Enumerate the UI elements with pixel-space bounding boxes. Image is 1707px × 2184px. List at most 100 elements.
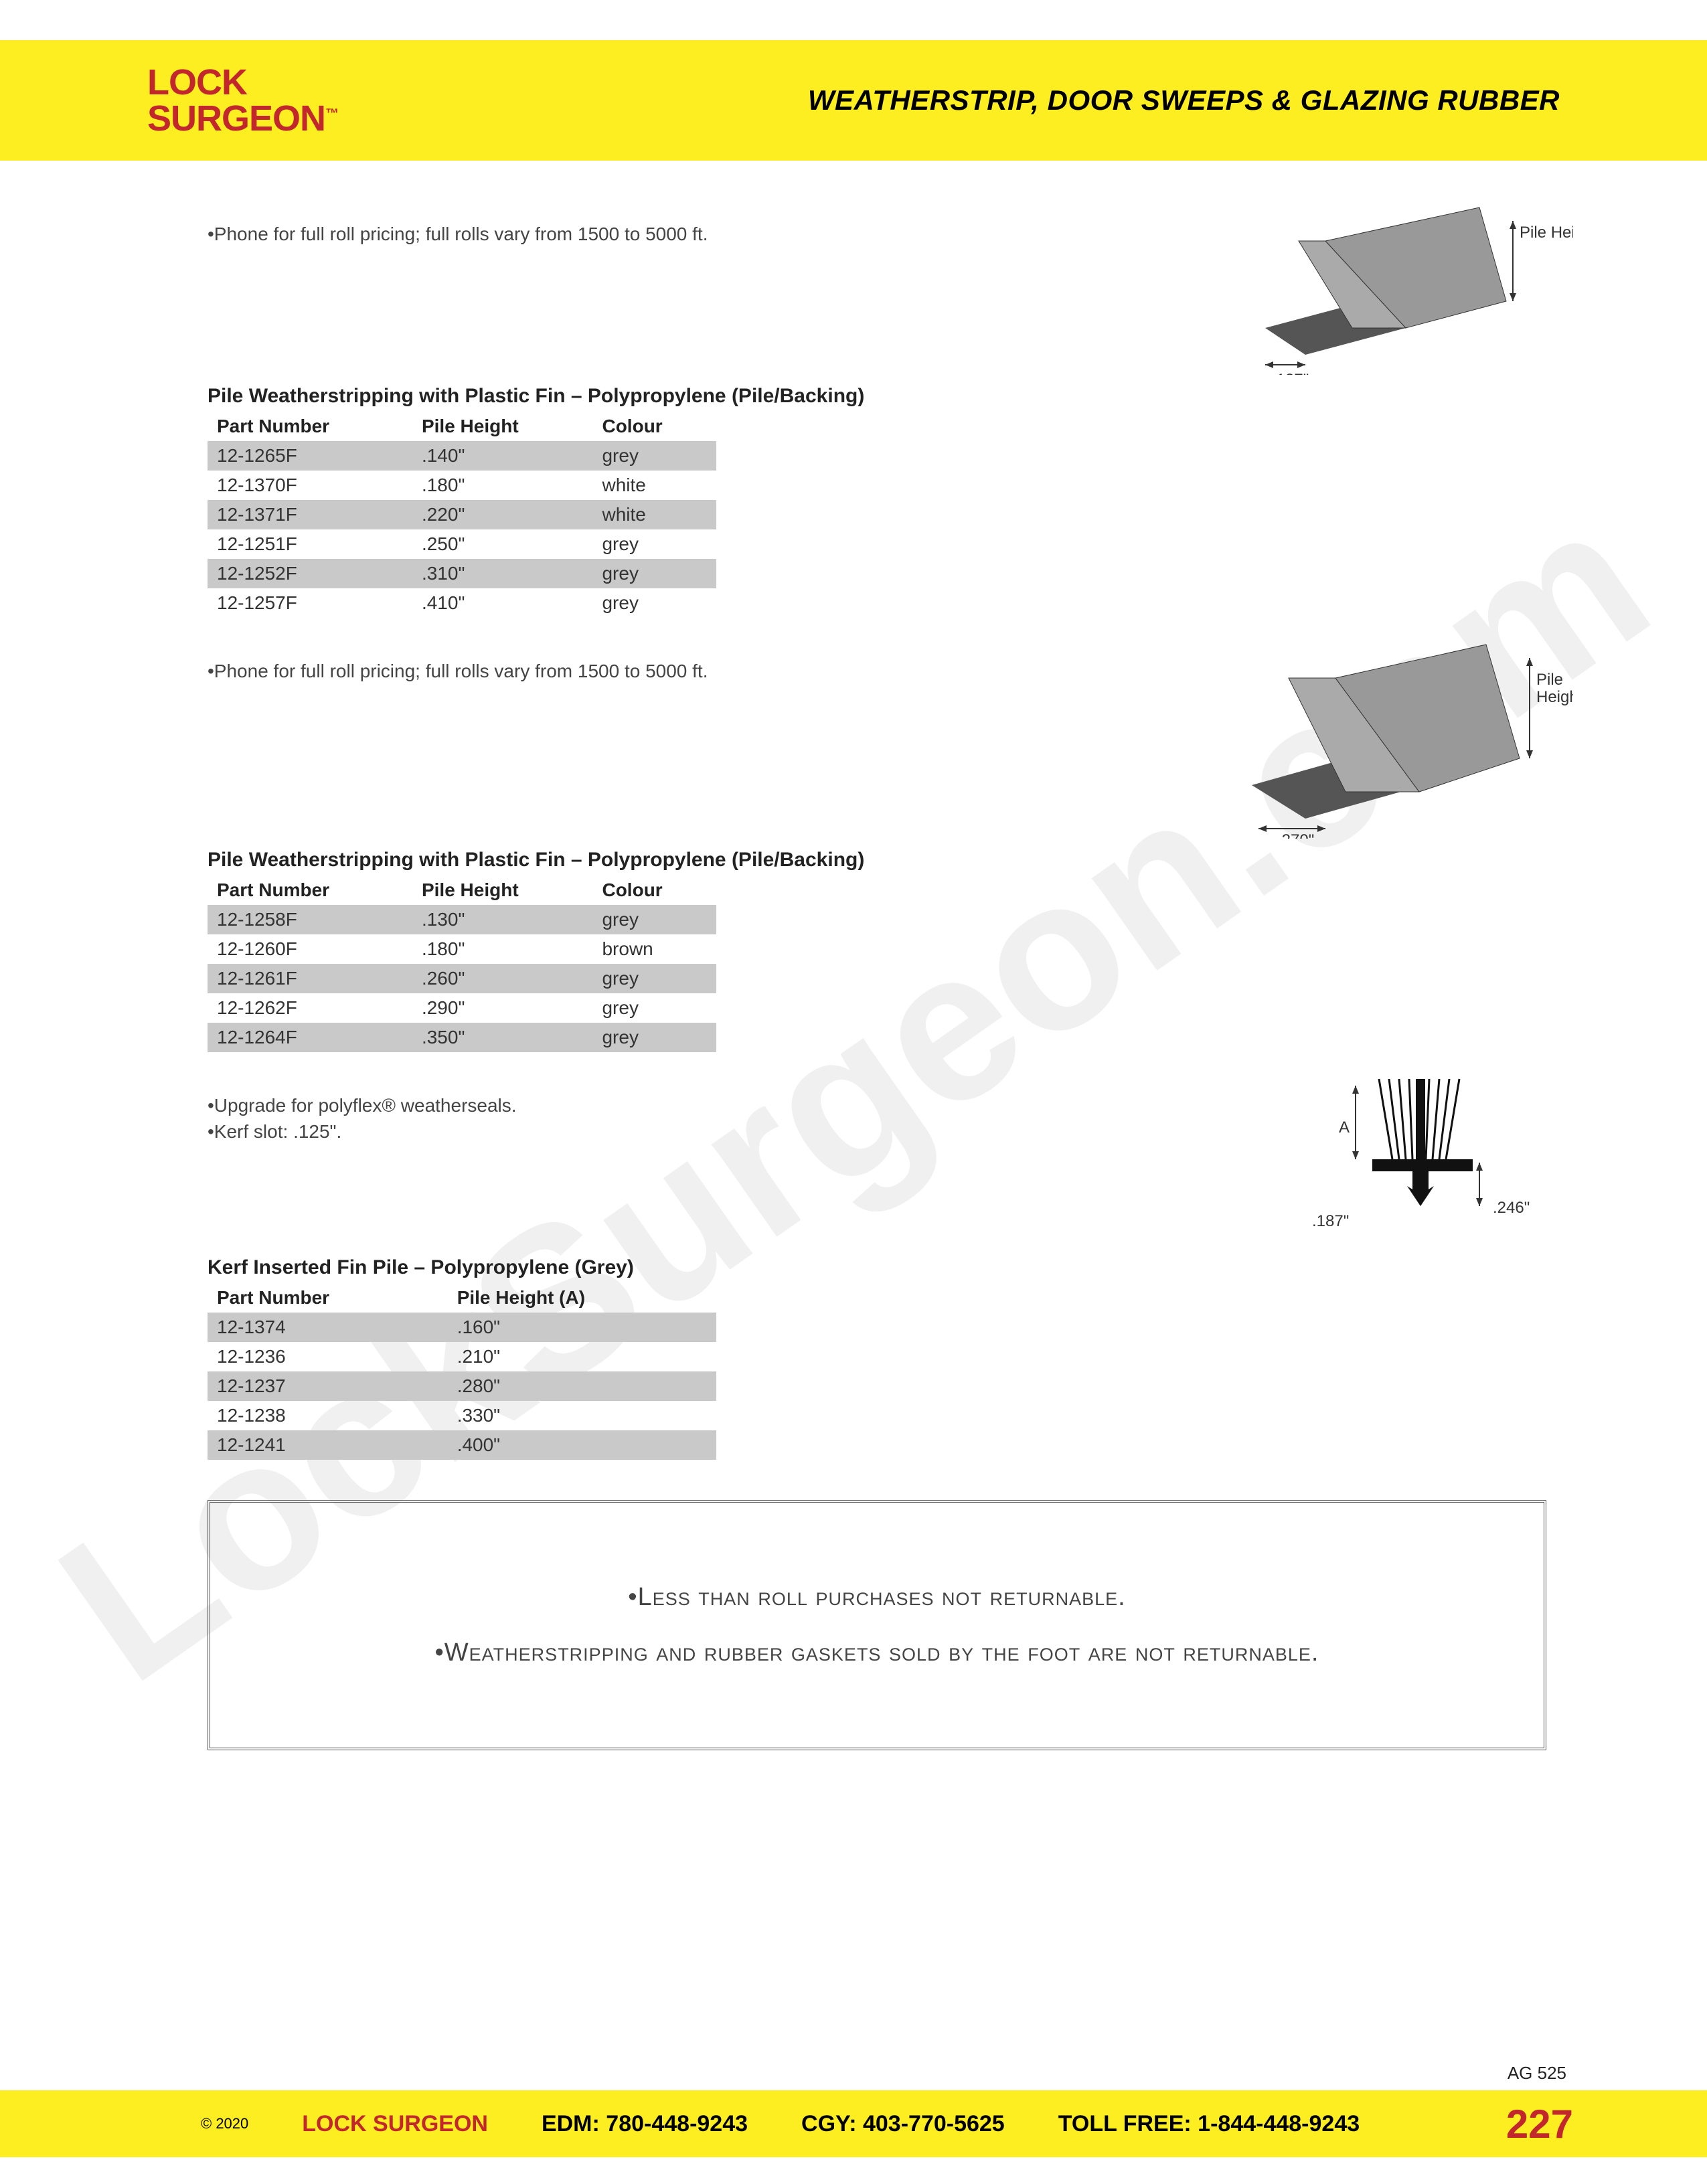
table-cell: 12-1260F [208,934,412,964]
section2-diagram: .270" Pile Height [1225,638,1573,842]
table-cell: 12-1261F [208,964,412,993]
footer-edm-label: EDM: [542,2111,600,2136]
table-row: 12-1370F.180"white [208,471,716,500]
footer-cgy-num: 403-770-5625 [863,2111,1005,2136]
table-row: 12-1257F.410"grey [208,588,716,618]
table-cell: .180" [412,471,593,500]
notice-line1: •Less than roll purchases not returnable… [250,1583,1503,1612]
table-cell: 12-1262F [208,993,412,1023]
table-cell: grey [592,588,716,618]
table-cell: grey [592,559,716,588]
section2-table: Part Number Pile Height Colour 12-1258F.… [208,875,716,1052]
diag3-left: .187" [1312,1212,1349,1230]
table-cell: .280" [448,1371,716,1401]
page-footer: © 2020 LOCK SURGEON EDM: 780-448-9243 CG… [0,2090,1707,2157]
return-policy-notice: •Less than roll purchases not returnable… [208,1500,1546,1750]
table-cell: .220" [412,500,593,529]
footer-cgy: CGY: 403-770-5625 [801,2111,1005,2137]
diag2-height-l1: Pile [1536,671,1563,689]
diag2-height-l2: Height [1536,688,1573,706]
table-cell: .250" [412,529,593,559]
footer-copyright: © 2020 [201,2115,248,2132]
diag3-a: A [1339,1118,1350,1137]
diag2-base-dim: .270" [1277,831,1314,839]
section1-table: Part Number Pile Height Colour 12-1265F.… [208,412,716,618]
section2-block: •Phone for full roll pricing; full rolls… [208,638,1573,842]
table-cell: .210" [448,1342,716,1371]
table-cell: 12-1370F [208,471,412,500]
table-cell: .350" [412,1023,593,1052]
section1-block: •Phone for full roll pricing; full rolls… [208,201,1573,378]
table-cell: grey [592,905,716,934]
table-row: 12-1262F.290"grey [208,993,716,1023]
table-cell: 12-1241 [208,1430,448,1460]
table-cell: .140" [412,441,593,471]
table-cell: 12-1374 [208,1313,448,1342]
logo-line2: SURGEON [147,98,325,139]
table-cell: grey [592,1023,716,1052]
table-cell: 12-1236 [208,1342,448,1371]
table-cell: 12-1258F [208,905,412,934]
table-cell: 12-1252F [208,559,412,588]
footer-page-number: 227 [1506,2101,1573,2147]
section1-diagram: .187" (3/16") Pile Height [1225,201,1573,378]
table-row: 12-1238.330" [208,1401,716,1430]
table-cell: .400" [448,1430,716,1460]
section1-title: Pile Weatherstripping with Plastic Fin –… [208,385,1573,408]
kerf-diagram-icon: A .187" .246" [1279,1072,1573,1246]
s3-col1: Pile Height (A) [448,1283,716,1313]
logo-line1: LOCK [147,64,338,100]
footer-tf-num: 1-844-448-9243 [1198,2111,1360,2136]
table-row: 12-1241.400" [208,1430,716,1460]
table-cell: .160" [448,1313,716,1342]
table-cell: .310" [412,559,593,588]
table-cell: 12-1251F [208,529,412,559]
section3-table: Part Number Pile Height (A) 12-1374.160"… [208,1283,716,1460]
notice-line2: •Weatherstripping and rubber gaskets sol… [250,1639,1503,1667]
section2-title: Pile Weatherstripping with Plastic Fin –… [208,849,1573,871]
s1-col1: Pile Height [412,412,593,441]
page-title: WEATHERSTRIP, DOOR SWEEPS & GLAZING RUBB… [808,84,1560,116]
page-header: LOCK SURGEON™ WEATHERSTRIP, DOOR SWEEPS … [0,40,1707,161]
table-cell: .130" [412,905,593,934]
table-cell: .330" [448,1401,716,1430]
table-cell: 12-1238 [208,1401,448,1430]
table-cell: .260" [412,964,593,993]
table-cell: grey [592,964,716,993]
section2-note: •Phone for full roll pricing; full rolls… [208,658,1198,684]
footer-tf-label: TOLL FREE: [1058,2111,1192,2136]
section1-note: •Phone for full roll pricing; full rolls… [208,221,1198,247]
s1-col2: Colour [592,412,716,441]
table-row: 12-1374.160" [208,1313,716,1342]
page-code: AG 525 [1508,2063,1566,2084]
logo-tm: ™ [325,106,338,121]
table-row: 12-1265F.140"grey [208,441,716,471]
footer-edm-num: 780-448-9243 [606,2111,748,2136]
table-cell: 12-1264F [208,1023,412,1052]
logo: LOCK SURGEON™ [147,64,338,137]
section3-note1: •Upgrade for polyflex® weatherseals. [208,1092,1252,1118]
footer-brand: LOCK SURGEON [302,2111,488,2137]
section3-note2: •Kerf slot: .125". [208,1118,1252,1145]
table-cell: .290" [412,993,593,1023]
s2-col2: Colour [592,875,716,905]
table-row: 12-1252F.310"grey [208,559,716,588]
pile-diagram2-icon: .270" Pile Height [1225,638,1573,839]
table-cell: grey [592,993,716,1023]
table-row: 12-1264F.350"grey [208,1023,716,1052]
pile-diagram-icon: .187" (3/16") Pile Height [1225,201,1573,375]
table-row: 12-1237.280" [208,1371,716,1401]
table-cell: white [592,500,716,529]
diag1-height-label: Pile Height [1520,224,1573,242]
table-cell: 12-1371F [208,500,412,529]
table-cell: brown [592,934,716,964]
table-cell: .410" [412,588,593,618]
table-row: 12-1261F.260"grey [208,964,716,993]
table-row: 12-1236.210" [208,1342,716,1371]
logo-line2-wrap: SURGEON™ [147,100,338,137]
section3-title: Kerf Inserted Fin Pile – Polypropylene (… [208,1256,1573,1279]
table-cell: 12-1257F [208,588,412,618]
footer-tf: TOLL FREE: 1-844-448-9243 [1058,2111,1360,2137]
content-area: •Phone for full roll pricing; full rolls… [208,201,1573,1750]
diag1-base-dim: .187" [1272,371,1309,375]
